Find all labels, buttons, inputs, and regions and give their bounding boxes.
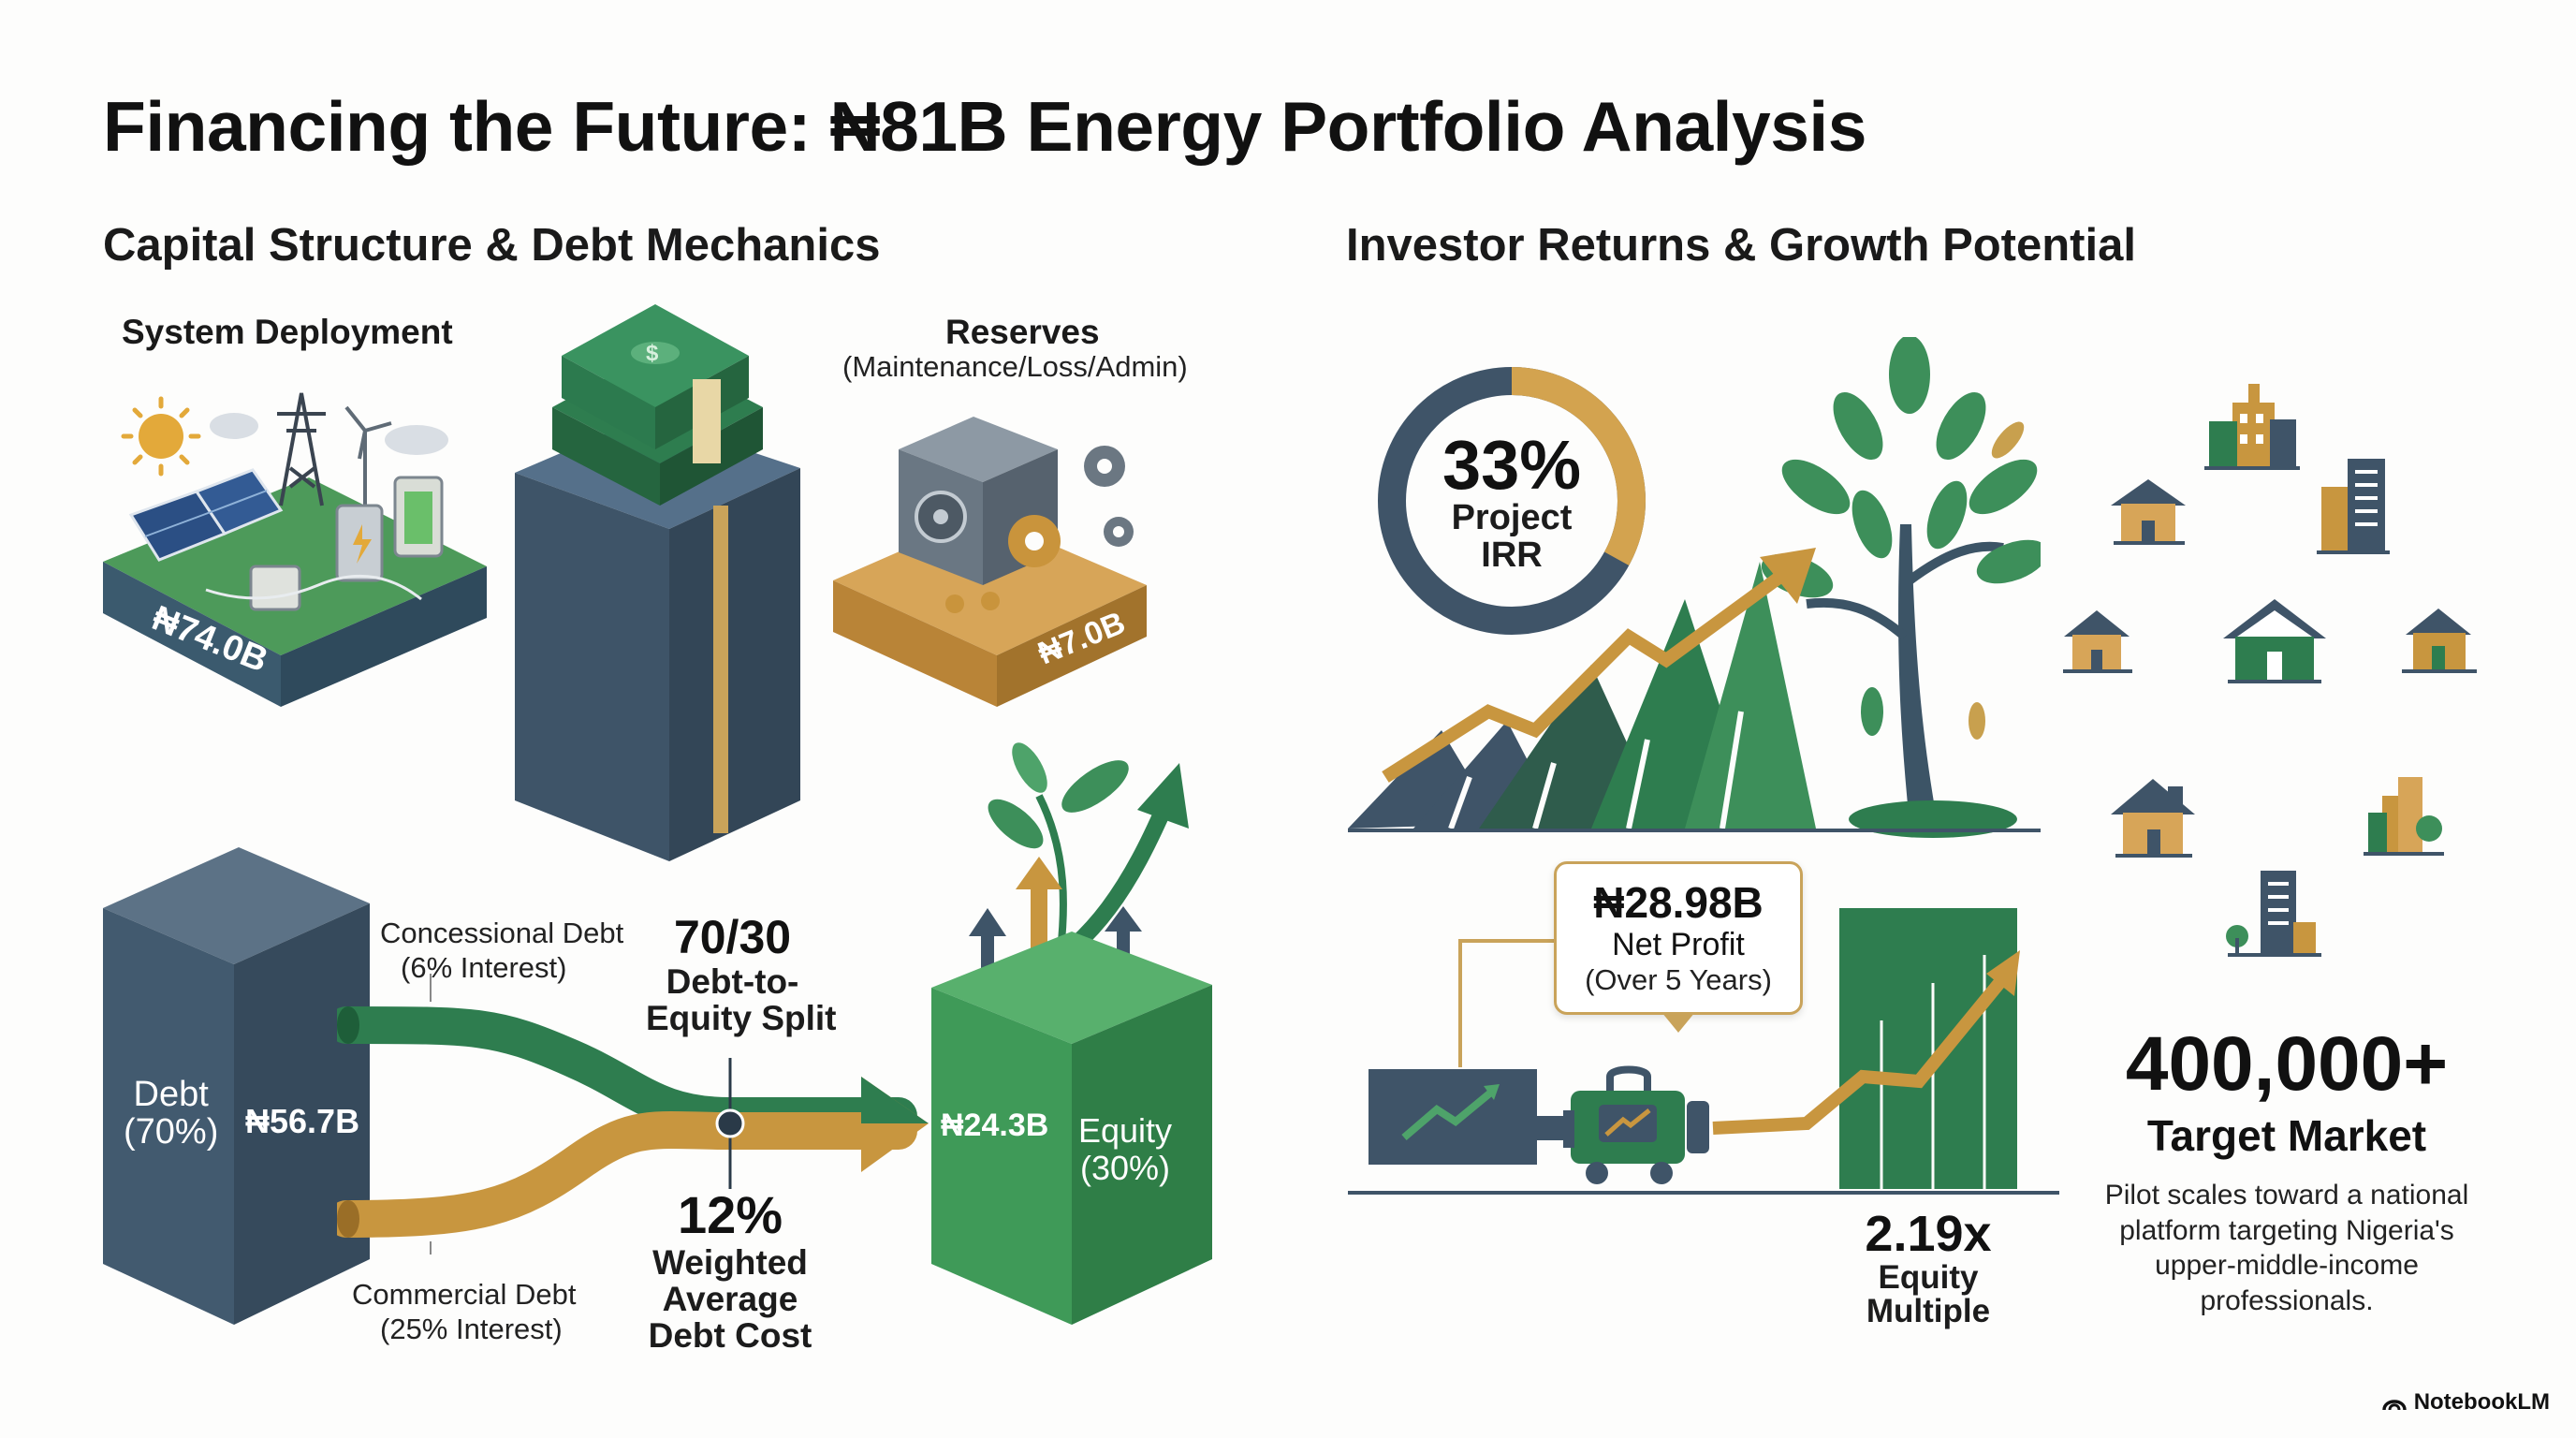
cost-line3: Debt Cost (648, 1315, 812, 1355)
apartment-building-icon (2364, 777, 2444, 856)
equity-pct-text: (30%) (1080, 1148, 1171, 1187)
house-icon (2111, 779, 2195, 858)
net-profit-callout: ₦28.98B Net Profit (Over 5 Years) (1554, 861, 1803, 1033)
debt-equity-split: 70/30 Debt-to- Equity Split (646, 910, 837, 1037)
equity-multiple-line2: Multiple (1866, 1293, 1991, 1330)
commercial-debt-label: Commercial Debt (25% Interest) (352, 1277, 576, 1346)
profit-bar-chart (1839, 908, 2017, 1189)
page-title: Financing the Future: ₦81B Energy Portfo… (103, 87, 1866, 166)
generator-icon (1563, 1065, 1709, 1184)
gear-icon (945, 446, 1134, 613)
wind-turbine-icon (344, 405, 392, 515)
house-icon (2223, 599, 2326, 683)
irr-line2: IRR (1481, 535, 1543, 575)
house-icon (2111, 479, 2186, 545)
chart-screen-icon (1368, 1069, 1571, 1165)
irr-label: 33% Project IRR (1371, 431, 1652, 575)
concessional-debt-label: Concessional Debt (6% Interest) (380, 916, 623, 985)
sun-icon (121, 396, 201, 477)
brand-text: NotebookLM (2413, 1389, 2550, 1415)
battery-icon (249, 476, 444, 611)
concessional-debt-rate: (6% Interest) (401, 951, 567, 985)
split-line1: Debt-to- (666, 962, 799, 1001)
reserves-label: Reserves (945, 313, 1100, 351)
split-line2: Equity Split (646, 998, 837, 1037)
cost-line1: Weighted (652, 1243, 808, 1282)
solar-panel-icon (128, 468, 284, 562)
equity-block (931, 742, 1212, 1325)
reserves-sublabel: (Maintenance/Loss/Admin) (842, 350, 1188, 383)
profit-machine-illustration (1348, 908, 2059, 1195)
debt-value: ₦56.7B (245, 1102, 360, 1140)
debt-pct-text: (70%) (124, 1111, 219, 1152)
right-section-heading: Investor Returns & Growth Potential (1346, 220, 2136, 271)
target-market-label: Target Market (2146, 1111, 2427, 1160)
svg-text:$: $ (646, 341, 659, 366)
irr-value: 33% (1442, 426, 1582, 504)
irr-donut-chart (1378, 367, 1646, 635)
target-market-description: Pilot scales toward a national platform … (2104, 1180, 2469, 1316)
commercial-debt-pipe (337, 1110, 917, 1238)
growth-arrow-icon (1760, 548, 1816, 604)
cloud-icon (210, 413, 448, 455)
debt-label: Debt (70%) (124, 1075, 219, 1152)
reserves-illustration: ₦7.0B (833, 417, 1147, 707)
equity-multiple-value: 2.19x (1865, 1206, 1992, 1262)
debt-flow-diagram (337, 974, 929, 1255)
net-profit-value: ₦28.98B (1593, 878, 1764, 928)
concessional-debt-pipe (337, 1006, 917, 1135)
irr-donut-fill (1378, 367, 1646, 635)
equity-value: ₦24.3B (941, 1108, 1049, 1143)
debt-label-text: Debt (133, 1075, 209, 1114)
flow-junction-dot (715, 1108, 745, 1138)
notebooklm-logo-icon (2381, 1400, 2407, 1411)
cash-stack-icon: $ (552, 304, 763, 506)
power-pylon-icon (277, 392, 326, 506)
irr-line1: Project (1451, 498, 1573, 537)
debt-block (103, 847, 370, 1325)
concessional-debt-title: Concessional Debt (380, 917, 624, 949)
equity-multiple: 2.19x Equity Multiple (1835, 1208, 2022, 1329)
skyscraper-icon (2226, 871, 2321, 957)
office-building-icon (2204, 384, 2300, 470)
commercial-debt-title: Commercial Debt (352, 1278, 577, 1311)
net-profit-period: (Over 5 Years) (1585, 963, 1772, 997)
system-deployment-illustration: ₦74.0B (103, 392, 487, 707)
cost-line2: Average (662, 1279, 798, 1318)
apartment-tower-icon (2317, 459, 2390, 554)
system-deployment-label: System Deployment (122, 313, 453, 351)
equity-label-text: Equity (1078, 1111, 1173, 1150)
split-value: 70/30 (673, 911, 792, 963)
growth-chart-illustration (1348, 337, 2041, 838)
cost-value: 12% (677, 1185, 783, 1244)
commercial-debt-rate: (25% Interest) (380, 1313, 563, 1346)
capital-tower-illustration: $ (515, 304, 800, 861)
house-icon (2402, 609, 2477, 673)
mountain-growth-chart (1348, 548, 2041, 832)
left-section-heading: Capital Structure & Debt Mechanics (103, 220, 881, 271)
notebooklm-brand: NotebookLM (2381, 1389, 2550, 1416)
equity-multiple-line1: Equity (1878, 1258, 1979, 1296)
house-icon (2063, 610, 2132, 673)
equity-label: Equity (30%) (1078, 1112, 1172, 1186)
weighted-debt-cost: 12% Weighted Average Debt Cost (637, 1184, 824, 1355)
target-market-value: 400,000+ (2125, 1021, 2449, 1107)
net-profit-label: Net Profit (1612, 926, 1745, 962)
target-market-buildings (2063, 384, 2477, 957)
